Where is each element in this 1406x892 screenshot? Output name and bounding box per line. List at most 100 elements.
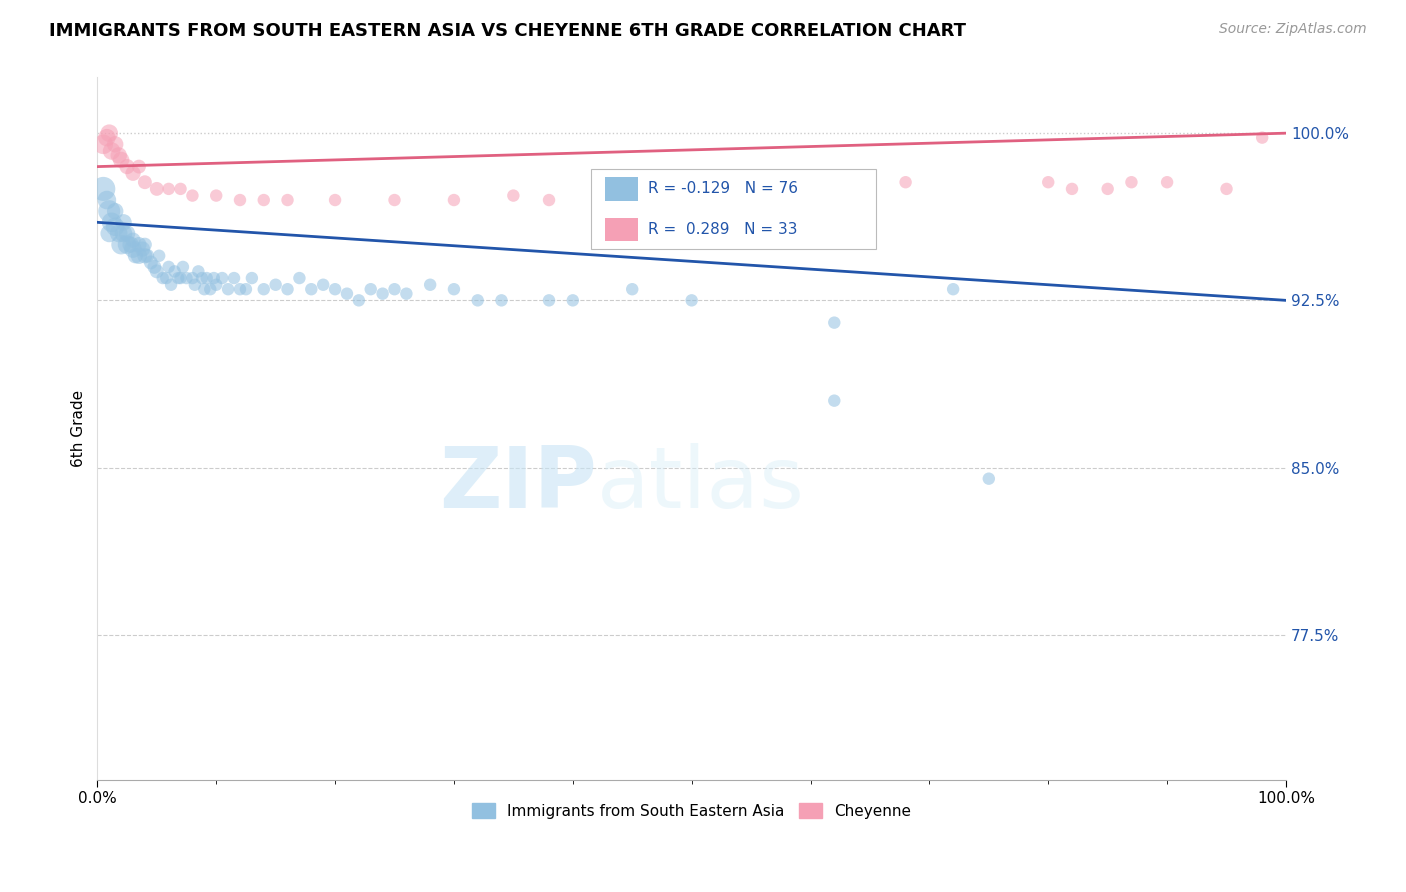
Point xyxy=(443,193,465,207)
Point xyxy=(184,277,207,292)
Point xyxy=(134,249,156,263)
Point xyxy=(312,277,335,292)
Point xyxy=(561,293,583,308)
Point xyxy=(240,271,263,285)
Point xyxy=(134,175,156,189)
Point xyxy=(502,188,524,202)
Point xyxy=(323,193,346,207)
Point xyxy=(96,130,118,145)
Point xyxy=(98,126,121,140)
Point xyxy=(139,255,162,269)
Point xyxy=(104,204,127,219)
Point xyxy=(110,153,132,167)
Point xyxy=(122,166,145,180)
Point xyxy=(347,293,370,308)
Point xyxy=(395,286,418,301)
FancyBboxPatch shape xyxy=(605,218,638,241)
Point xyxy=(100,144,122,158)
Point xyxy=(152,271,174,285)
Point xyxy=(229,193,252,207)
Text: R =  0.289   N = 33: R = 0.289 N = 33 xyxy=(648,222,797,236)
Point xyxy=(131,242,153,256)
Point xyxy=(122,233,145,247)
Point xyxy=(100,215,122,229)
Text: ZIP: ZIP xyxy=(439,443,596,526)
Point xyxy=(98,227,121,241)
Point xyxy=(371,286,394,301)
Point xyxy=(115,227,138,241)
Point xyxy=(128,249,150,263)
FancyBboxPatch shape xyxy=(605,178,638,201)
Point xyxy=(128,237,150,252)
Text: Source: ZipAtlas.com: Source: ZipAtlas.com xyxy=(1219,22,1367,37)
Point xyxy=(1060,182,1083,196)
Point xyxy=(160,277,183,292)
Point xyxy=(187,264,209,278)
Point xyxy=(1156,175,1178,189)
Point xyxy=(537,193,560,207)
Point xyxy=(124,249,146,263)
Point xyxy=(235,282,257,296)
Point xyxy=(288,271,311,285)
Point xyxy=(112,227,135,241)
Point xyxy=(200,282,222,296)
Point xyxy=(146,182,169,196)
Text: R = -0.129   N = 76: R = -0.129 N = 76 xyxy=(648,181,797,196)
Point xyxy=(681,293,703,308)
Point xyxy=(107,148,129,162)
Point xyxy=(299,282,322,296)
Point xyxy=(253,193,276,207)
Point xyxy=(253,282,276,296)
Point xyxy=(537,293,560,308)
Text: atlas: atlas xyxy=(596,443,804,526)
Point xyxy=(115,160,138,174)
Text: IMMIGRANTS FROM SOUTH EASTERN ASIA VS CHEYENNE 6TH GRADE CORRELATION CHART: IMMIGRANTS FROM SOUTH EASTERN ASIA VS CH… xyxy=(49,22,966,40)
Point xyxy=(195,271,218,285)
Point xyxy=(277,282,299,296)
Point xyxy=(146,264,169,278)
Point xyxy=(217,282,239,296)
Point xyxy=(491,293,513,308)
Point xyxy=(621,282,644,296)
Point xyxy=(107,227,129,241)
Point xyxy=(384,193,406,207)
Point xyxy=(360,282,382,296)
FancyBboxPatch shape xyxy=(591,169,876,250)
Point xyxy=(98,204,121,219)
Point xyxy=(169,182,191,196)
Point xyxy=(155,271,177,285)
Point xyxy=(977,472,1000,486)
Point xyxy=(148,249,170,263)
Point xyxy=(157,260,180,274)
Point xyxy=(120,237,142,252)
Point xyxy=(115,237,138,252)
Point xyxy=(1038,175,1060,189)
Point xyxy=(205,277,228,292)
Point xyxy=(1251,130,1274,145)
Point xyxy=(163,264,186,278)
Point xyxy=(264,277,287,292)
Point xyxy=(1121,175,1143,189)
Point xyxy=(143,260,166,274)
Point xyxy=(136,249,159,263)
Point xyxy=(181,188,204,202)
Point xyxy=(336,286,359,301)
Point xyxy=(823,182,845,196)
Point xyxy=(104,219,127,234)
Point xyxy=(169,271,191,285)
Y-axis label: 6th Grade: 6th Grade xyxy=(72,390,86,467)
Point xyxy=(110,237,132,252)
Point xyxy=(112,215,135,229)
Point xyxy=(91,182,114,196)
Point xyxy=(191,271,214,285)
Point xyxy=(128,160,150,174)
Point xyxy=(942,282,965,296)
Point xyxy=(202,271,225,285)
Point xyxy=(384,282,406,296)
Point xyxy=(211,271,233,285)
Point xyxy=(91,137,114,152)
Point xyxy=(134,237,156,252)
Point xyxy=(229,282,252,296)
Point xyxy=(1097,182,1119,196)
Point xyxy=(205,188,228,202)
